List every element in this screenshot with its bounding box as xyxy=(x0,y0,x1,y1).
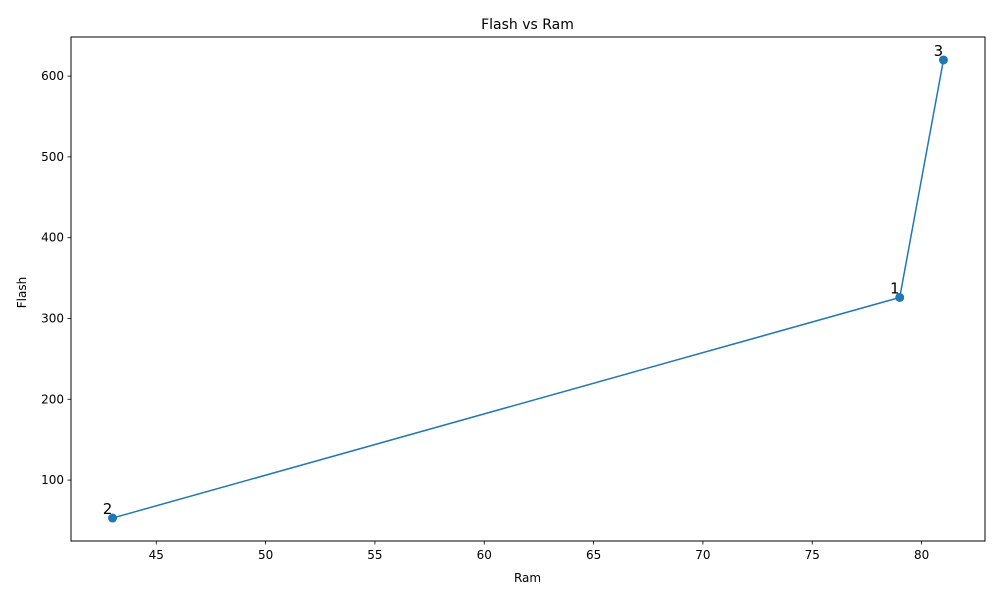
data-point xyxy=(895,292,905,302)
data-point xyxy=(938,55,948,65)
data-point xyxy=(108,513,118,523)
y-tick-label: 100 xyxy=(41,473,64,487)
x-tick-label: 55 xyxy=(367,548,382,562)
x-tick-label: 80 xyxy=(914,548,929,562)
y-tick-label: 200 xyxy=(41,392,64,406)
series-layer: 2 1 3 xyxy=(103,42,948,523)
plot-frame xyxy=(70,36,986,542)
x-axis-title: Ram xyxy=(514,571,541,585)
point-label: 3 xyxy=(934,42,944,60)
y-tick-label: 600 xyxy=(41,69,64,83)
point-label: 1 xyxy=(890,279,900,297)
y-axis-ticks: 100 200 300 400 500 600 xyxy=(41,69,71,487)
x-tick-label: 45 xyxy=(149,548,164,562)
x-tick-label: 65 xyxy=(586,548,601,562)
y-tick-label: 400 xyxy=(41,231,64,245)
x-tick-label: 70 xyxy=(695,548,710,562)
x-tick-label: 75 xyxy=(805,548,820,562)
y-tick-label: 500 xyxy=(41,150,64,164)
x-tick-label: 60 xyxy=(477,548,492,562)
y-tick-label: 300 xyxy=(41,311,64,325)
x-tick-label: 50 xyxy=(258,548,273,562)
chart-title: Flash vs Ram xyxy=(481,17,574,33)
x-axis-ticks: 45 50 55 60 65 70 75 80 xyxy=(149,541,929,562)
y-axis-title: Flash xyxy=(15,277,29,308)
point-label: 2 xyxy=(103,500,113,518)
